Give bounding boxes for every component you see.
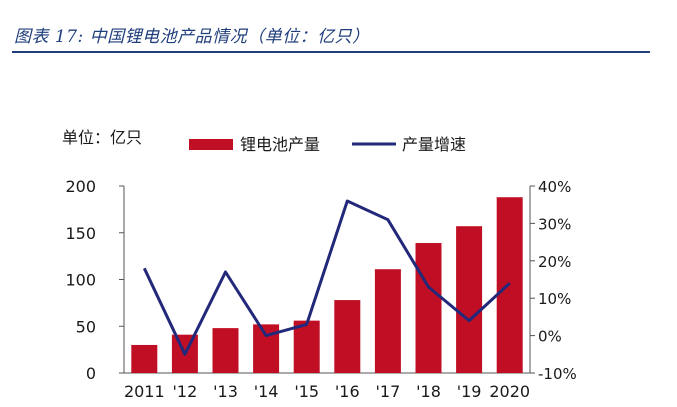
x-tick-label: '19 xyxy=(457,382,482,401)
left-tick-label: 50 xyxy=(76,317,96,336)
legend-label-bar: 锂电池产量 xyxy=(240,135,320,154)
left-tick-label: 0 xyxy=(86,364,96,383)
growth-line xyxy=(142,199,511,356)
x-tick-label: '13 xyxy=(213,382,238,401)
x-tick-label: '18 xyxy=(416,382,441,401)
left-tick-label: 200 xyxy=(65,177,96,196)
legend-swatch-bar xyxy=(189,139,233,150)
x-tick-label: '16 xyxy=(335,382,360,401)
x-tick-label: '17 xyxy=(376,382,401,401)
bar xyxy=(131,344,158,373)
left-axis-ticks: 0 50 100 150 200 xyxy=(65,177,124,383)
bar xyxy=(415,243,442,373)
x-tick-label: '15 xyxy=(294,382,319,401)
bar xyxy=(334,300,361,373)
right-tick-label: -10% xyxy=(538,365,577,383)
right-tick-label: 0% xyxy=(538,328,562,346)
right-tick-label: 40% xyxy=(538,178,571,196)
x-tick-label: '14 xyxy=(254,382,279,401)
unit-label: 单位：亿只 xyxy=(62,128,142,147)
legend: 锂电池产量 产量增速 xyxy=(189,135,466,154)
bar-series xyxy=(131,197,523,373)
right-tick-label: 10% xyxy=(538,290,571,308)
left-tick-label: 150 xyxy=(65,224,96,243)
title-divider xyxy=(12,51,650,53)
bar xyxy=(456,226,483,373)
right-tick-label: 30% xyxy=(538,215,571,233)
x-tick-label: 2020 xyxy=(489,382,530,401)
bar xyxy=(212,328,239,373)
bar xyxy=(293,320,320,373)
bar xyxy=(374,269,401,373)
x-axis-ticks: 2011 '12 '13 '14 '15 '16 '17 '18 '19 2020 xyxy=(124,382,530,401)
left-tick-label: 100 xyxy=(65,271,96,290)
right-tick-label: 20% xyxy=(538,253,571,271)
right-axis-ticks: -10% 0% 10% 20% 30% 40% xyxy=(530,178,577,383)
legend-label-line: 产量增速 xyxy=(402,135,466,154)
x-tick-label: 2011 xyxy=(124,382,165,401)
x-tick-label: '12 xyxy=(173,382,198,401)
chart-title: 图表 17: 中国锂电池产品情况（单位：亿只） xyxy=(14,27,370,47)
line-series xyxy=(142,199,511,356)
